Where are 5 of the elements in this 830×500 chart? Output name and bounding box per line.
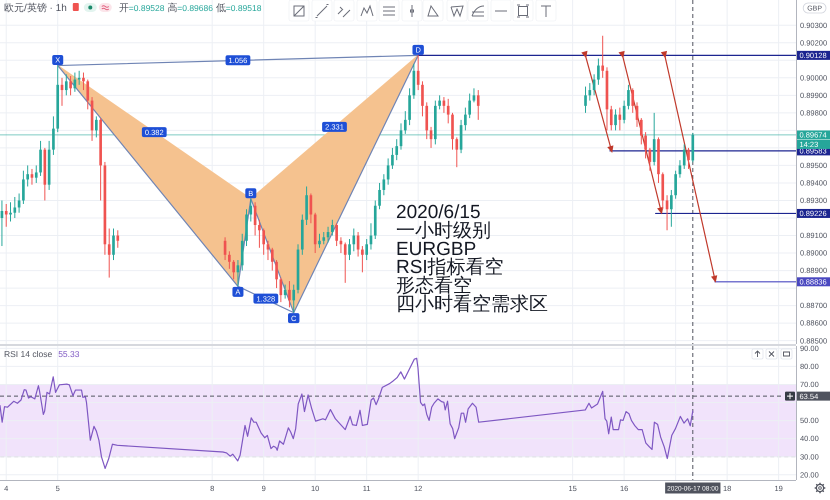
chart-subtitle: 开=0.89528 高=0.89686 低=0.89518 xyxy=(118,2,262,14)
annotation: 一小时级别 xyxy=(396,220,491,242)
chart-title: 欧元/英镑 · 1h xyxy=(4,2,67,14)
chart-title: RSI 14 close xyxy=(4,349,52,359)
chart-subtitle: 55.33 xyxy=(58,349,80,359)
